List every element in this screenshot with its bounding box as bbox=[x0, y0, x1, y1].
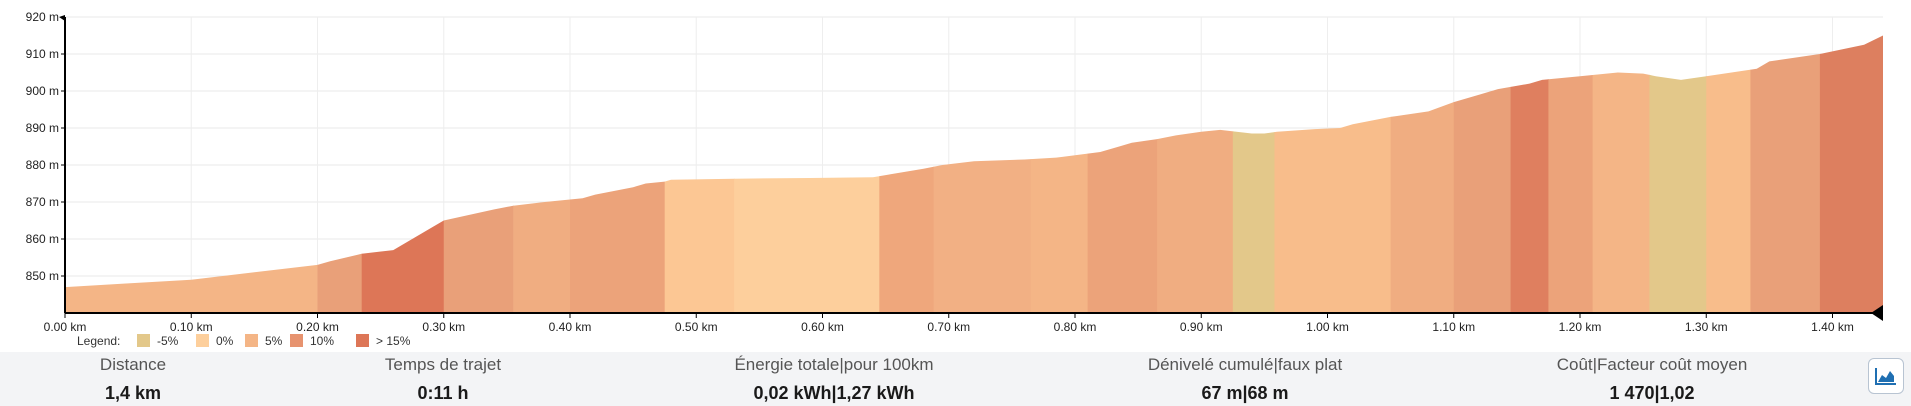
grade-segment bbox=[1592, 35, 1651, 313]
grade-segment bbox=[1087, 35, 1158, 313]
x-tick-label: 0.10 km bbox=[170, 320, 213, 334]
legend-swatch bbox=[290, 334, 303, 347]
legend-item-label: 5% bbox=[265, 334, 283, 348]
legend-swatch bbox=[196, 334, 209, 347]
legend-item-label: > 15% bbox=[376, 334, 411, 348]
stat-travel-time-title: Temps de trajet bbox=[384, 355, 502, 374]
y-axis-arrow bbox=[59, 15, 65, 21]
x-tick-label: 1.00 km bbox=[1306, 320, 1349, 334]
legend-label: Legend: bbox=[77, 334, 120, 348]
y-tick-label: 880 m bbox=[26, 158, 59, 172]
y-tick-label: 900 m bbox=[26, 84, 59, 98]
x-tick-label: 1.40 km bbox=[1811, 320, 1854, 334]
elevation-chart: 850 m 860 m 870 m 880 m 890 m 900 m 910 m 920 m… bbox=[26, 10, 1883, 348]
grade-segment bbox=[1453, 35, 1512, 313]
area-chart-icon bbox=[1875, 368, 1896, 385]
stat-distance: Distance 1,4 km bbox=[0, 352, 283, 403]
legend-swatch bbox=[356, 334, 369, 347]
y-tick-label: 870 m bbox=[26, 195, 59, 209]
grade-segment bbox=[1548, 35, 1594, 313]
grade-segment bbox=[1232, 35, 1276, 313]
x-tick-label: 0.00 km bbox=[44, 320, 87, 334]
grade-segment bbox=[1390, 35, 1455, 313]
x-tick-label: 0.80 km bbox=[1054, 320, 1097, 334]
x-tick-label: 1.10 km bbox=[1432, 320, 1475, 334]
x-tick-label: 0.20 km bbox=[296, 320, 339, 334]
y-tick-label: 890 m bbox=[26, 121, 59, 135]
grade-segment bbox=[1819, 35, 1883, 313]
route-stats-bar: Distance 1,4 km Temps de trajet 0:11 h É… bbox=[0, 352, 1911, 406]
stat-cost-title: Coût|Facteur coût moyen bbox=[1556, 355, 1748, 374]
legend-item-label: -5% bbox=[157, 334, 179, 348]
x-tick-label: 0.40 km bbox=[549, 320, 592, 334]
x-tick-label: 1.30 km bbox=[1685, 320, 1728, 334]
x-tick-label: 0.30 km bbox=[422, 320, 465, 334]
legend-swatch bbox=[137, 334, 150, 347]
stat-distance-title: Distance bbox=[99, 355, 167, 374]
x-tick-label: 1.20 km bbox=[1559, 320, 1602, 334]
stat-energy: Énergie totale|pour 100km 0,02 kWh|1,27 … bbox=[684, 352, 984, 403]
y-tick-label: 920 m bbox=[26, 10, 59, 24]
legend-swatch bbox=[245, 334, 258, 347]
legend-item-label: 0% bbox=[216, 334, 234, 348]
elevation-profile-toggle-button[interactable] bbox=[1868, 358, 1904, 394]
stat-elevation-gain: Dénivelé cumulé|faux plat 67 m|68 m bbox=[1095, 352, 1395, 403]
stat-elevation-gain-value: 67 m|68 m bbox=[1201, 383, 1289, 403]
stat-elevation-gain-title: Dénivelé cumulé|faux plat bbox=[1147, 355, 1343, 374]
stat-energy-title: Énergie totale|pour 100km bbox=[734, 355, 934, 374]
grade-segment bbox=[1510, 35, 1550, 313]
y-tick-label: 860 m bbox=[26, 232, 59, 246]
stat-cost-value: 1 470|1,02 bbox=[1609, 383, 1695, 403]
grade-segment bbox=[1706, 35, 1752, 313]
position-marker-icon bbox=[1871, 305, 1883, 321]
x-tick-label: 0.70 km bbox=[927, 320, 970, 334]
stat-cost: Coût|Facteur coût moyen 1 470|1,02 bbox=[1502, 352, 1802, 403]
stat-distance-value: 1,4 km bbox=[104, 383, 162, 403]
x-tick-label: 0.60 km bbox=[801, 320, 844, 334]
grade-segment bbox=[1157, 35, 1234, 313]
x-tick-label: 0.90 km bbox=[1180, 320, 1223, 334]
stat-travel-time: Temps de trajet 0:11 h bbox=[293, 352, 593, 403]
stat-travel-time-value: 0:11 h bbox=[417, 383, 469, 403]
stat-energy-value: 0,02 kWh|1,27 kWh bbox=[753, 383, 915, 403]
legend-item-label: 10% bbox=[310, 334, 334, 348]
y-tick-label: 910 m bbox=[26, 47, 59, 61]
y-tick-label: 850 m bbox=[26, 269, 59, 283]
elevation-profile-svg: 850 m 860 m 870 m 880 m 890 m 900 m 910 m 920 m… bbox=[26, 10, 1883, 348]
x-tick-label: 0.50 km bbox=[675, 320, 718, 334]
grade-segment bbox=[1649, 35, 1707, 313]
grade-segment bbox=[1750, 35, 1821, 313]
grade-segment bbox=[1030, 35, 1089, 313]
grade-segment bbox=[1274, 35, 1392, 313]
